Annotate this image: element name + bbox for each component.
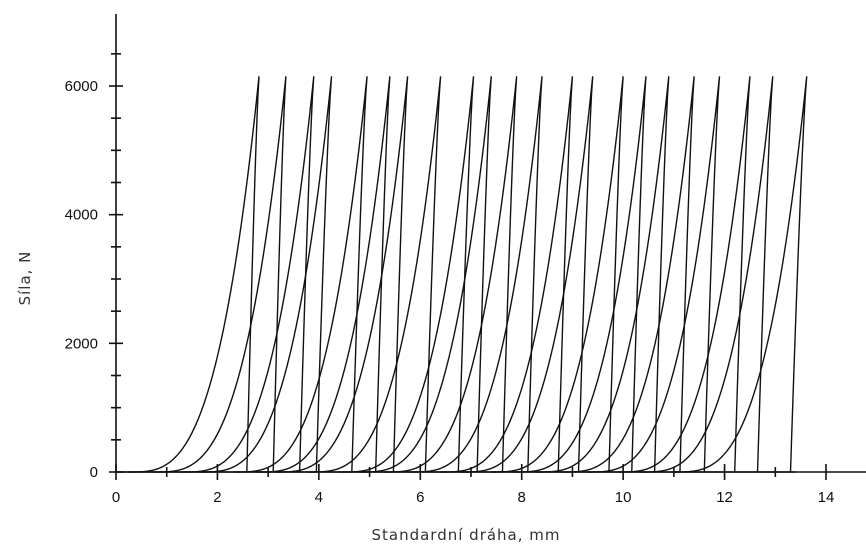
x-tick-label: 8 xyxy=(518,489,526,506)
x-tick-label: 2 xyxy=(213,489,221,506)
cycle-curve xyxy=(562,76,695,473)
cycle-curve xyxy=(199,76,333,473)
x-tick-label: 10 xyxy=(615,489,632,506)
cycle-curve xyxy=(536,76,670,473)
y-tick-label: 6000 xyxy=(65,78,98,95)
x-tick-label: 4 xyxy=(315,489,323,506)
y-tick-label: 2000 xyxy=(65,335,98,352)
x-tick-label: 14 xyxy=(818,489,835,506)
cycle-curve xyxy=(384,76,518,473)
cycle-curve xyxy=(673,76,808,473)
y-tick-label: 4000 xyxy=(65,207,98,224)
cycle-curve xyxy=(308,76,442,473)
cycle-curve xyxy=(275,76,409,473)
cycle-curve xyxy=(587,76,721,473)
cycle-curve xyxy=(640,76,774,473)
y-tick-label: 0 xyxy=(90,464,98,481)
x-tick-label: 0 xyxy=(112,489,120,506)
y-axis-title: Síla, N xyxy=(16,251,34,306)
cycle-curve xyxy=(235,76,368,473)
cycle-curve xyxy=(128,76,260,473)
cycle-curve xyxy=(410,76,543,473)
x-tick-label: 12 xyxy=(716,489,733,506)
cycle-curve xyxy=(491,76,624,473)
cycle-curve xyxy=(440,76,574,473)
cycle-curve xyxy=(514,76,647,473)
y-axis-ticks: 0 2000 4000 6000 xyxy=(65,53,123,481)
cycle-curve xyxy=(258,76,391,473)
x-axis-ticks: 0 2 4 6 8 10 12 14 xyxy=(112,464,835,506)
cycle-curve xyxy=(181,76,315,473)
cycle-curve xyxy=(460,76,594,473)
x-tick-label: 6 xyxy=(416,489,424,506)
x-axis-title: Standardní dráha, mm xyxy=(371,526,560,544)
cycle-curve xyxy=(341,76,475,473)
cycle-curve xyxy=(618,76,751,473)
curves-layer xyxy=(116,76,808,473)
cycle-curve xyxy=(359,76,492,473)
cycle-curve xyxy=(154,76,287,473)
